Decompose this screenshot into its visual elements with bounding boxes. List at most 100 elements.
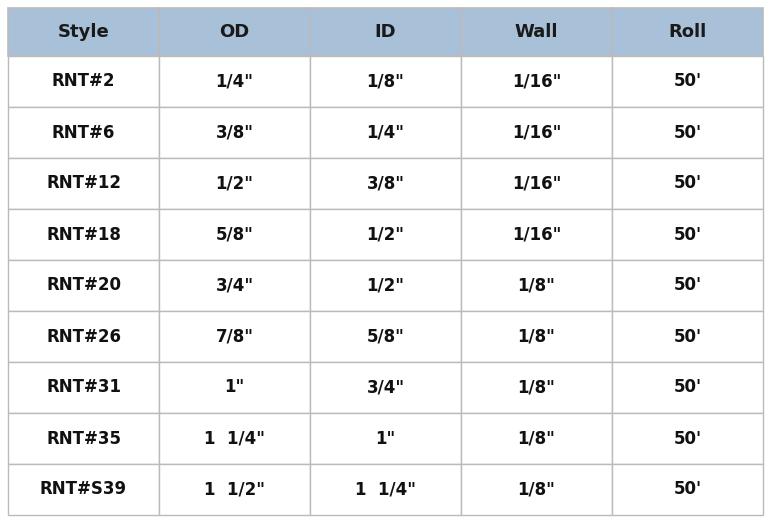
Bar xyxy=(310,107,461,158)
Text: 50': 50' xyxy=(673,429,702,448)
Bar xyxy=(8,8,159,56)
Bar xyxy=(310,311,461,362)
Text: 3/8": 3/8" xyxy=(366,175,405,192)
Text: 1/8": 1/8" xyxy=(366,73,405,90)
Text: 50': 50' xyxy=(673,225,702,244)
Bar xyxy=(461,209,612,260)
Bar xyxy=(310,56,461,107)
Bar xyxy=(310,362,461,413)
Bar xyxy=(159,158,310,209)
Text: 50': 50' xyxy=(673,277,702,294)
Text: 1/8": 1/8" xyxy=(517,327,555,346)
Bar xyxy=(612,413,763,464)
Text: 3/4": 3/4" xyxy=(215,277,254,294)
Text: 1  1/4": 1 1/4" xyxy=(204,429,265,448)
Text: OD: OD xyxy=(220,23,250,41)
Text: 50': 50' xyxy=(673,123,702,142)
Bar xyxy=(159,464,310,515)
Bar xyxy=(159,413,310,464)
Bar xyxy=(461,464,612,515)
Text: 50': 50' xyxy=(673,175,702,192)
Bar xyxy=(8,107,159,158)
Bar xyxy=(8,464,159,515)
Bar xyxy=(461,56,612,107)
Bar xyxy=(159,107,310,158)
Text: RNT#26: RNT#26 xyxy=(46,327,121,346)
Bar xyxy=(8,209,159,260)
Bar xyxy=(612,209,763,260)
Text: 1/2": 1/2" xyxy=(216,175,254,192)
Bar xyxy=(159,209,310,260)
Text: Wall: Wall xyxy=(515,23,558,41)
Bar xyxy=(8,158,159,209)
Text: 50': 50' xyxy=(673,73,702,90)
Bar xyxy=(159,260,310,311)
Bar xyxy=(461,158,612,209)
Bar xyxy=(8,413,159,464)
Bar xyxy=(612,260,763,311)
Bar xyxy=(461,362,612,413)
Text: RNT#18: RNT#18 xyxy=(46,225,121,244)
Bar xyxy=(461,8,612,56)
Text: 50': 50' xyxy=(673,481,702,498)
Text: 1/16": 1/16" xyxy=(512,123,561,142)
Bar xyxy=(310,209,461,260)
Text: 1/16": 1/16" xyxy=(512,73,561,90)
Text: 1/16": 1/16" xyxy=(512,175,561,192)
Text: 3/4": 3/4" xyxy=(366,379,405,396)
Bar xyxy=(310,260,461,311)
Bar xyxy=(159,56,310,107)
Text: 5/8": 5/8" xyxy=(216,225,254,244)
Text: 1  1/4": 1 1/4" xyxy=(355,481,416,498)
Bar xyxy=(612,158,763,209)
Bar xyxy=(612,362,763,413)
Bar xyxy=(461,311,612,362)
Text: 1  1/2": 1 1/2" xyxy=(204,481,265,498)
Text: RNT#20: RNT#20 xyxy=(46,277,121,294)
Bar xyxy=(159,311,310,362)
Bar xyxy=(8,362,159,413)
Bar xyxy=(8,260,159,311)
Text: Roll: Roll xyxy=(668,23,707,41)
Bar xyxy=(8,311,159,362)
Text: 1/4": 1/4" xyxy=(366,123,405,142)
Bar xyxy=(612,107,763,158)
Bar xyxy=(612,311,763,362)
Text: 5/8": 5/8" xyxy=(366,327,405,346)
Bar xyxy=(310,464,461,515)
Bar xyxy=(461,413,612,464)
Text: 1/8": 1/8" xyxy=(517,429,555,448)
Bar xyxy=(461,107,612,158)
Bar xyxy=(8,56,159,107)
Text: 3/8": 3/8" xyxy=(216,123,254,142)
Text: RNT#35: RNT#35 xyxy=(46,429,121,448)
Text: 1/8": 1/8" xyxy=(517,277,555,294)
Text: ID: ID xyxy=(375,23,396,41)
Text: 1": 1" xyxy=(375,429,396,448)
Text: 50': 50' xyxy=(673,379,702,396)
Text: Style: Style xyxy=(58,23,109,41)
Text: 1/2": 1/2" xyxy=(366,277,405,294)
Text: RNT#31: RNT#31 xyxy=(46,379,121,396)
Bar xyxy=(461,260,612,311)
Text: 1/8": 1/8" xyxy=(517,481,555,498)
Text: RNT#6: RNT#6 xyxy=(52,123,115,142)
Bar xyxy=(159,362,310,413)
Text: 1/16": 1/16" xyxy=(512,225,561,244)
Bar xyxy=(310,158,461,209)
Text: 7/8": 7/8" xyxy=(216,327,254,346)
Text: RNT#S39: RNT#S39 xyxy=(40,481,127,498)
Text: 1/8": 1/8" xyxy=(517,379,555,396)
Bar xyxy=(612,56,763,107)
Bar xyxy=(159,8,310,56)
Text: RNT#2: RNT#2 xyxy=(52,73,115,90)
Text: 1/4": 1/4" xyxy=(216,73,254,90)
Text: 1": 1" xyxy=(224,379,244,396)
Bar xyxy=(612,8,763,56)
Bar xyxy=(310,413,461,464)
Bar xyxy=(310,8,461,56)
Text: 1/2": 1/2" xyxy=(366,225,405,244)
Text: 50': 50' xyxy=(673,327,702,346)
Bar xyxy=(612,464,763,515)
Text: RNT#12: RNT#12 xyxy=(46,175,121,192)
